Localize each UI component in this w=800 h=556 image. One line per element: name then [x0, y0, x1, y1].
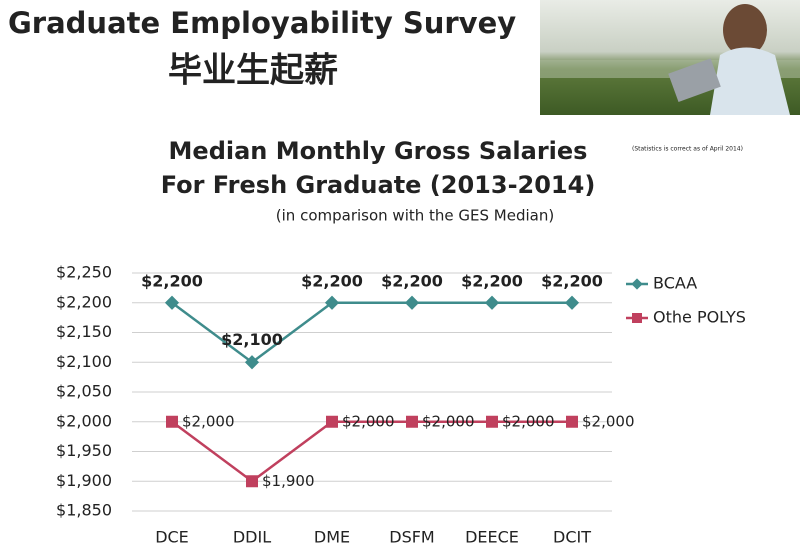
marker [244, 355, 260, 370]
x-tick-label: DEECE [465, 528, 519, 547]
marker [246, 475, 258, 488]
photo [540, 0, 800, 115]
marker [164, 295, 180, 310]
legend-label: BCAA [653, 274, 697, 293]
marker [404, 295, 420, 310]
legend-swatch [631, 278, 643, 290]
x-tick-label: DME [314, 528, 350, 547]
x-tick-label: DDIL [233, 528, 271, 547]
chart-title: Median Monthly Gross Salaries [169, 137, 588, 165]
marker [486, 415, 498, 428]
y-tick-label: $1,950 [56, 441, 112, 460]
y-tick-label: $2,200 [56, 292, 112, 311]
data-label: $2,200 [301, 271, 363, 290]
marker [326, 415, 338, 428]
data-label: $2,000 [502, 412, 555, 430]
x-tick-label: DCIT [553, 528, 591, 547]
legend-label: Othe POLYS [653, 308, 746, 327]
marker [406, 415, 418, 428]
slide-subtitle: 毕业生起薪 [168, 51, 338, 91]
legend-swatch [632, 313, 642, 323]
data-label: $2,000 [182, 412, 235, 430]
y-tick-label: $2,100 [56, 352, 112, 371]
data-label: $1,900 [262, 472, 315, 490]
chart-subtitle: (in comparison with the GES Median) [276, 207, 554, 225]
x-tick-label: DSFM [389, 528, 434, 547]
x-tick-label: DCE [155, 528, 189, 547]
data-label: $2,100 [221, 330, 283, 349]
data-label: $2,200 [541, 271, 603, 290]
marker [564, 295, 580, 310]
slide-title: Graduate Employability Survey [8, 6, 516, 40]
y-tick-label: $2,000 [56, 411, 112, 430]
series-line [171, 301, 572, 364]
data-label: $2,000 [342, 412, 395, 430]
y-tick-label: $2,250 [56, 263, 112, 282]
y-tick-label: $1,850 [56, 501, 112, 520]
data-label: $2,000 [422, 412, 475, 430]
series-line [171, 420, 572, 483]
data-label: $2,200 [141, 271, 203, 290]
data-label: $2,200 [461, 271, 523, 290]
data-label: $2,000 [582, 412, 635, 430]
chart-title: For Fresh Graduate (2013-2014) [161, 171, 596, 199]
marker [566, 415, 578, 428]
y-tick-label: $2,150 [56, 322, 112, 341]
marker [484, 295, 500, 310]
note: (Statistics is correct as of April 2014) [632, 146, 743, 153]
marker [166, 415, 178, 428]
y-tick-label: $2,050 [56, 382, 112, 401]
data-label: $2,200 [381, 271, 443, 290]
y-tick-label: $1,900 [56, 471, 112, 490]
marker [324, 295, 340, 310]
